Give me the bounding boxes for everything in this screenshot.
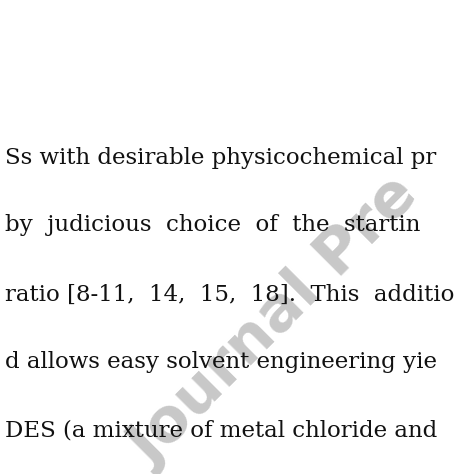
- Text: Journal Pre: Journal Pre: [119, 166, 431, 474]
- Text: Ss with desirable physicochemical pr: Ss with desirable physicochemical pr: [5, 147, 436, 169]
- Text: by  judicious  choice  of  the  startin: by judicious choice of the startin: [5, 214, 420, 236]
- Text: DES (a mixture of metal chloride and: DES (a mixture of metal chloride and: [5, 419, 437, 441]
- Text: ratio [8-11,  14,  15,  18].  This  additio: ratio [8-11, 14, 15, 18]. This additio: [5, 284, 455, 306]
- Text: d allows easy solvent engineering yie: d allows easy solvent engineering yie: [5, 351, 437, 373]
